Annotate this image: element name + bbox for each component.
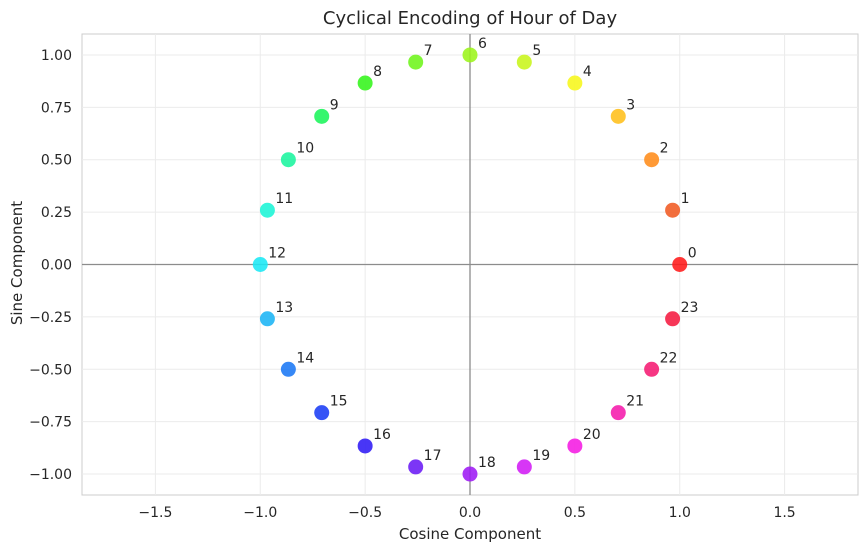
data-point xyxy=(610,108,626,124)
data-label: 16 xyxy=(373,427,391,443)
data-label: 10 xyxy=(296,141,314,157)
data-label: 23 xyxy=(681,300,699,316)
x-tick-label: 1.0 xyxy=(669,505,691,521)
data-point xyxy=(408,54,424,70)
chart-title: Cyclical Encoding of Hour of Day xyxy=(323,8,618,29)
data-label: 22 xyxy=(660,350,678,366)
reference-lines xyxy=(82,34,858,495)
data-point xyxy=(610,405,626,421)
data-point xyxy=(644,361,660,377)
data-point xyxy=(516,54,532,70)
data-label: 5 xyxy=(532,43,541,59)
y-tick-label: −0.25 xyxy=(29,310,72,326)
data-point xyxy=(567,438,583,454)
data-label: 3 xyxy=(626,97,635,113)
data-label: 9 xyxy=(330,97,339,113)
data-point xyxy=(314,108,330,124)
y-tick-label: 0.25 xyxy=(41,205,72,221)
data-point xyxy=(259,202,275,218)
data-label: 14 xyxy=(296,350,314,366)
data-point xyxy=(357,75,373,91)
data-label: 8 xyxy=(373,64,382,80)
y-tick-label: −0.75 xyxy=(29,415,72,431)
data-point xyxy=(280,361,296,377)
data-label: 20 xyxy=(583,427,601,443)
x-tick-label: −0.5 xyxy=(348,505,382,521)
x-tick-label: −1.0 xyxy=(243,505,277,521)
data-point xyxy=(462,47,478,63)
data-point xyxy=(280,152,296,168)
x-tick-label: 0.5 xyxy=(564,505,586,521)
tick-labels: −1.5 −1.0 −0.5 0.0 0.5 1.0 1.5 1.00 0.75 0.50 0.25… xyxy=(29,48,796,521)
x-axis-label: Cosine Component xyxy=(399,525,541,543)
data-point xyxy=(408,459,424,475)
data-label: 4 xyxy=(583,64,592,80)
y-tick-label: 0.50 xyxy=(41,153,72,169)
y-tick-label: −1.00 xyxy=(29,467,72,483)
y-tick-label: 1.00 xyxy=(41,48,72,64)
data-label: 11 xyxy=(275,191,293,207)
data-label: 1 xyxy=(681,191,690,207)
data-point xyxy=(567,75,583,91)
data-point xyxy=(665,311,681,327)
data-point xyxy=(665,202,681,218)
data-label: 18 xyxy=(478,455,496,471)
data-label: 17 xyxy=(424,448,442,464)
data-point xyxy=(357,438,373,454)
data-point xyxy=(259,311,275,327)
data-point xyxy=(314,405,330,421)
y-tick-label: 0.00 xyxy=(41,258,72,274)
data-label: 6 xyxy=(478,36,487,52)
data-point xyxy=(252,257,268,272)
y-axis-label: Sine Component xyxy=(8,201,26,325)
data-point xyxy=(462,466,478,482)
data-label: 7 xyxy=(424,43,433,59)
y-tick-label: 0.75 xyxy=(41,100,72,116)
data-label: 19 xyxy=(532,448,550,464)
x-tick-label: 1.5 xyxy=(773,505,795,521)
data-point xyxy=(672,257,688,272)
data-label: 21 xyxy=(626,394,644,410)
data-label: 2 xyxy=(660,141,669,157)
data-point xyxy=(644,152,660,168)
data-label: 15 xyxy=(330,394,348,410)
y-tick-label: −0.50 xyxy=(29,362,72,378)
data-label: 13 xyxy=(275,300,293,316)
x-tick-label: −1.5 xyxy=(138,505,172,521)
data-point xyxy=(516,459,532,475)
data-label: 12 xyxy=(268,246,286,262)
data-label: 0 xyxy=(688,246,697,262)
x-tick-label: 0.0 xyxy=(459,505,481,521)
